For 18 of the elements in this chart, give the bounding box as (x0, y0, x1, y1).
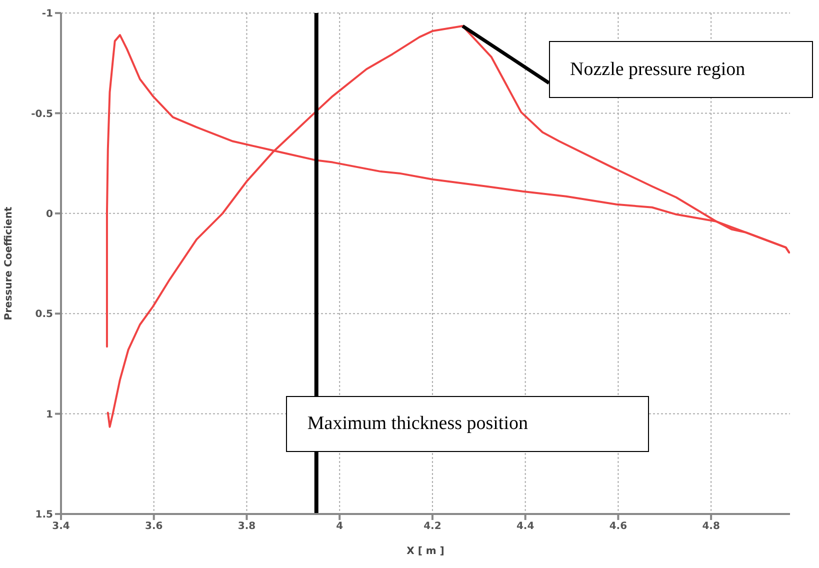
x-tick-label: 3.8 (238, 521, 256, 532)
y-tick-label: -0.5 (31, 108, 54, 120)
y-tick-label: 1.5 (35, 510, 54, 521)
x-tick-label: 4.4 (516, 521, 534, 532)
callout-box: Nozzle pressure region (549, 41, 813, 98)
x-tick-label: 3.6 (145, 521, 163, 532)
x-tick-label: 4.6 (609, 521, 628, 532)
y-tick-label: 1 (46, 409, 54, 420)
x-tick-label: 4.2 (424, 521, 442, 532)
y-axis-title: Pressure Coefficient (4, 206, 15, 320)
label-box: Maximum thickness position (286, 396, 650, 452)
y-tick-label: 0 (46, 208, 54, 220)
y-tick-label: 0.5 (35, 309, 54, 320)
y-tick-label: -1 (42, 8, 54, 20)
x-tick-label: 4 (336, 521, 344, 532)
x-tick-label: 4.8 (702, 521, 720, 532)
x-axis-title: X [ m ] (406, 546, 444, 557)
x-tick-label: 3.4 (52, 521, 70, 532)
